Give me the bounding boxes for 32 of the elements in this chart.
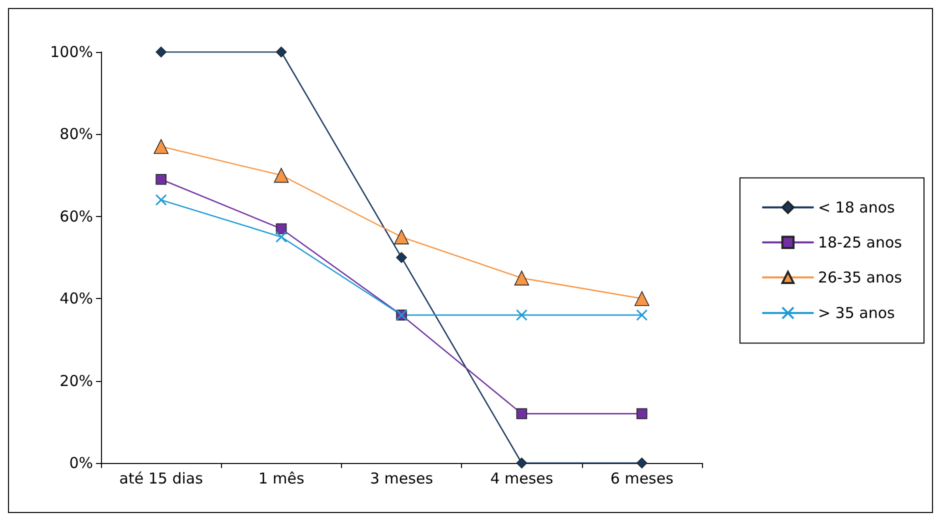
x-tick-label: 4 meses	[490, 470, 554, 488]
y-tick-label: 60%	[60, 207, 93, 226]
y-tick-label: 0%	[69, 454, 93, 472]
point	[516, 458, 528, 468]
point	[276, 46, 287, 58]
x-tick-label: 3 meses	[370, 470, 434, 488]
legend-label: > 35 anos	[818, 304, 896, 322]
point	[516, 309, 528, 321]
point	[634, 291, 650, 306]
point	[154, 139, 168, 154]
point	[636, 458, 648, 468]
point	[156, 174, 166, 185]
point	[396, 252, 407, 263]
point	[516, 408, 528, 420]
y-tick-label: 40%	[60, 290, 93, 308]
point	[636, 408, 648, 420]
point	[394, 230, 409, 244]
point	[156, 46, 166, 58]
legend-label: 26-35 anos	[818, 268, 902, 286]
y-tick-label: 80%	[60, 125, 93, 144]
point	[155, 194, 167, 206]
point	[514, 270, 530, 286]
point	[636, 309, 648, 321]
x-tick-label: 1 mês	[258, 470, 304, 488]
legend-label: < 18 anos	[818, 198, 896, 216]
point	[274, 168, 289, 183]
y-tick-label: 20%	[60, 372, 93, 390]
legend-label: 18-25 anos	[818, 233, 902, 252]
y-tick-label: 100%	[50, 43, 93, 61]
point	[276, 231, 288, 243]
x-tick-label: até 15 dias	[119, 470, 204, 488]
x-tick-label: 6 meses	[610, 470, 674, 488]
